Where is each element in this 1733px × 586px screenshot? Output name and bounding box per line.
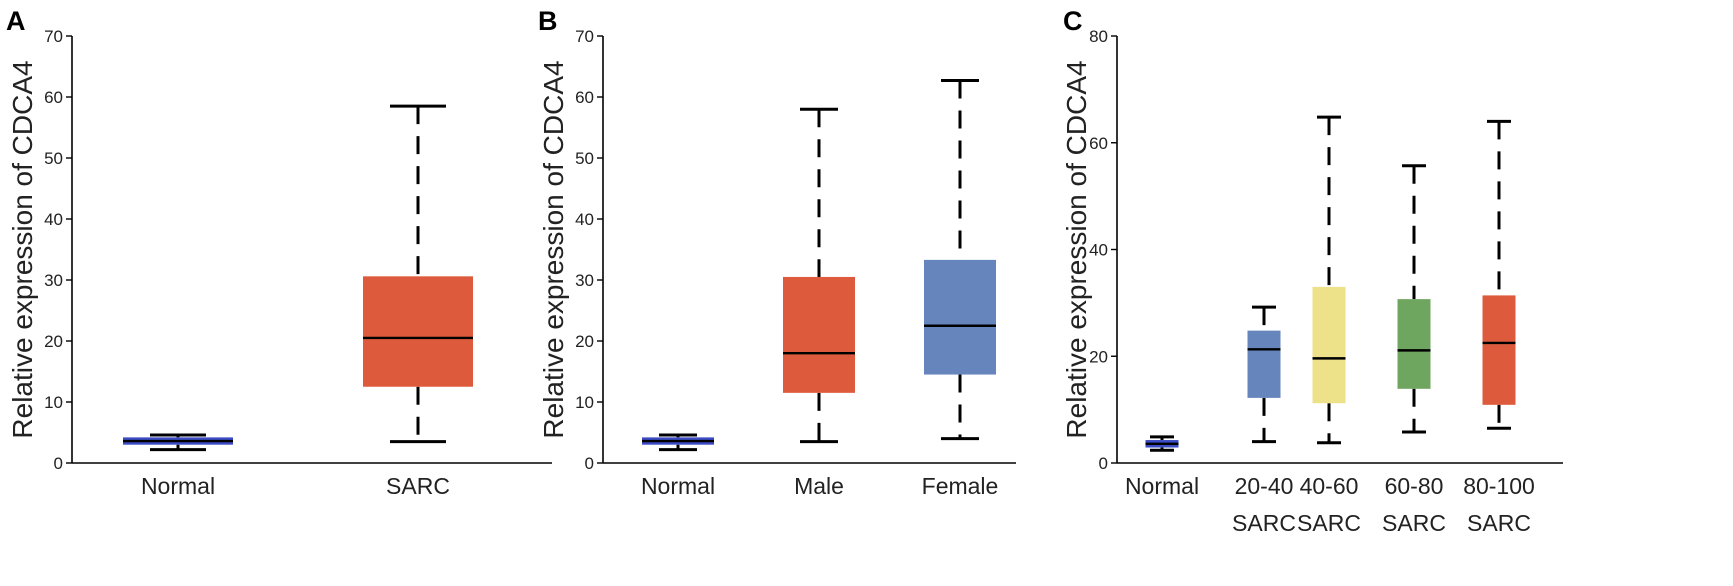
x-category-label: SARC: [1467, 510, 1531, 536]
x-category-label: Male: [794, 473, 844, 499]
x-category-label: SARC: [386, 473, 450, 499]
iqr-box: [1247, 330, 1281, 398]
box-80-100-sarc: 80-100 SARC: [1463, 119, 1535, 536]
panel-b: B 0 10 20 30 40 50 60 70 Relative expression of C…: [538, 6, 1016, 499]
x-category-label: 80-100: [1463, 473, 1535, 499]
box-20-40-sarc: 20-40 SARC: [1232, 305, 1296, 536]
box-normal: Normal: [641, 433, 715, 499]
y-tick-label: 50: [44, 149, 63, 168]
y-tick-label: 20: [44, 332, 63, 351]
y-tick-label: 0: [585, 454, 594, 473]
y-tick-label: 60: [575, 88, 594, 107]
y-axis-title: Relative expression of CDCA4: [7, 60, 38, 438]
y-tick-label: 0: [54, 454, 63, 473]
iqr-box: [363, 276, 473, 387]
y-tick-label: 10: [575, 393, 594, 412]
y-tick-label: 70: [575, 27, 594, 46]
y-tick-label: 70: [44, 27, 63, 46]
y-tick-label: 20: [1089, 347, 1108, 366]
iqr-box: [1312, 286, 1346, 404]
panel-a: A 0 10 20 30 40 50 60 70 Relative expression of C…: [6, 6, 552, 499]
y-tick-label: 50: [575, 149, 594, 168]
iqr-box: [924, 259, 996, 375]
box-normal: Normal: [1125, 435, 1199, 499]
box-sarc: SARC: [363, 104, 473, 499]
box-normal: Normal: [123, 433, 233, 499]
panel-letter: C: [1063, 6, 1083, 36]
iqr-box: [1482, 295, 1516, 405]
y-tick-label: 40: [575, 210, 594, 229]
y-tick-label: 60: [44, 88, 63, 107]
box-60-80-sarc: 60-80 SARC: [1382, 164, 1446, 536]
x-category-label: 60-80: [1385, 473, 1444, 499]
y-tick-label: 60: [1089, 134, 1108, 153]
x-category-label: SARC: [1297, 510, 1361, 536]
x-category-label: Normal: [141, 473, 215, 499]
panel-c: C 0 20 40 60 80 Relative expression of CDCA4 No…: [1061, 6, 1563, 536]
y-axis-title: Relative expression of CDCA4: [538, 60, 569, 438]
y-tick-label: 20: [575, 332, 594, 351]
box-female: Female: [922, 79, 999, 499]
x-category-label: Normal: [1125, 473, 1199, 499]
x-category-label: 20-40: [1235, 473, 1294, 499]
y-tick-label: 40: [1089, 241, 1108, 260]
box-40-60-sarc: 40-60 SARC: [1297, 115, 1361, 536]
x-category-label: SARC: [1232, 510, 1296, 536]
box-male: Male: [783, 107, 855, 499]
y-tick-label: 0: [1099, 454, 1108, 473]
y-axis-title: Relative expression of CDCA4: [1061, 60, 1092, 438]
iqr-box: [783, 276, 855, 393]
x-category-label: 40-60: [1300, 473, 1359, 499]
y-tick-label: 10: [44, 393, 63, 412]
panel-letter: A: [6, 6, 26, 36]
y-tick-label: 30: [44, 271, 63, 290]
x-category-label: Female: [922, 473, 999, 499]
panel-letter: B: [538, 6, 558, 36]
x-category-label: Normal: [641, 473, 715, 499]
y-tick-label: 40: [44, 210, 63, 229]
iqr-box: [1397, 299, 1431, 389]
x-category-label: SARC: [1382, 510, 1446, 536]
y-tick-label: 80: [1089, 27, 1108, 46]
y-tick-label: 30: [575, 271, 594, 290]
